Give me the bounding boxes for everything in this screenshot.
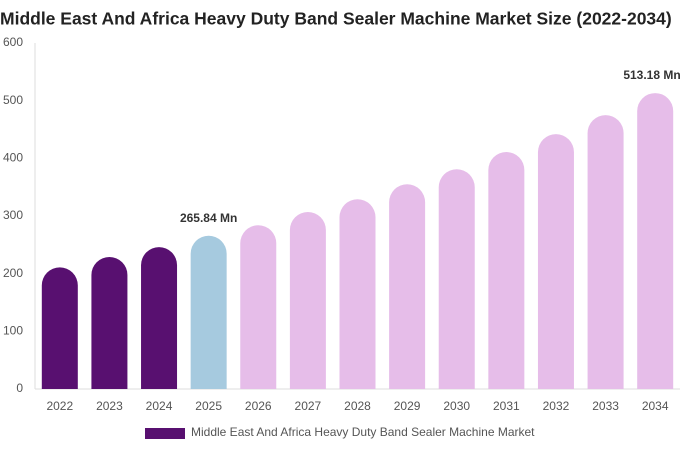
y-tick-label: 200 [3,266,23,280]
x-tick-label: 2024 [146,399,173,413]
bar [537,134,574,389]
y-tick-label: 100 [3,324,23,338]
value-label: 265.84 Mn [180,211,237,225]
x-tick-label: 2022 [46,399,73,413]
x-tick-label: 2032 [543,399,570,413]
x-tick-label: 2023 [96,399,123,413]
legend-swatch [145,428,185,439]
x-tick-label: 2030 [443,399,470,413]
bar [141,247,178,389]
y-tick-label: 600 [3,35,23,49]
bar [488,152,525,389]
bar [41,267,78,389]
bar [91,256,128,389]
bar [339,199,376,389]
x-tick-label: 2025 [195,399,222,413]
x-tick-label: 2028 [344,399,371,413]
x-tick-label: 2031 [493,399,520,413]
bar [637,93,674,390]
bar [438,169,475,389]
y-tick-label: 0 [16,381,23,395]
x-tick-label: 2029 [394,399,421,413]
y-tick-label: 400 [3,151,23,165]
value-label: 513.18 Mn [623,68,680,82]
bar [289,211,326,389]
x-tick-label: 2033 [592,399,619,413]
y-tick-label: 300 [3,208,23,222]
bar [389,184,426,389]
bar [240,225,277,389]
y-tick-label: 500 [3,93,23,107]
legend-label: Middle East And Africa Heavy Duty Band S… [191,425,535,439]
x-tick-label: 2027 [295,399,322,413]
bar [190,235,227,389]
x-tick-label: 2026 [245,399,272,413]
chart-title: Middle East And Africa Heavy Duty Band S… [0,9,672,29]
x-tick-label: 2034 [642,399,669,413]
bar [587,115,624,390]
